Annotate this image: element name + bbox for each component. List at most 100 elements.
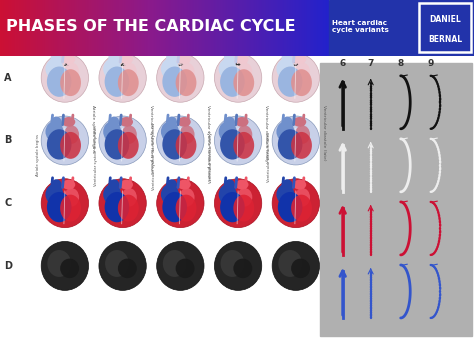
Bar: [285, 0, 287, 56]
Bar: [101, 0, 102, 56]
Bar: [209, 0, 210, 56]
Bar: [191, 0, 192, 56]
Bar: [104, 0, 105, 56]
Bar: [186, 0, 187, 56]
Bar: [298, 0, 299, 56]
Bar: [197, 0, 198, 56]
Ellipse shape: [64, 125, 79, 144]
Text: 8: 8: [398, 59, 404, 68]
Ellipse shape: [122, 188, 137, 207]
Bar: [170, 0, 171, 56]
Text: A: A: [4, 73, 12, 83]
Bar: [252, 0, 253, 56]
Ellipse shape: [47, 250, 71, 277]
Ellipse shape: [214, 179, 262, 228]
Bar: [233, 0, 234, 56]
Bar: [273, 0, 274, 56]
Ellipse shape: [46, 121, 64, 142]
Bar: [328, 0, 329, 56]
Bar: [90, 0, 91, 56]
Bar: [159, 0, 160, 56]
Bar: [98, 0, 99, 56]
Bar: [133, 0, 134, 56]
Ellipse shape: [99, 53, 146, 102]
Bar: [310, 0, 311, 56]
Bar: [146, 0, 147, 56]
Bar: [39, 0, 41, 56]
Bar: [169, 0, 170, 56]
Bar: [81, 0, 82, 56]
Bar: [89, 0, 90, 56]
Bar: [180, 0, 181, 56]
Bar: [1, 0, 2, 56]
Bar: [203, 0, 204, 56]
Bar: [66, 0, 67, 56]
Bar: [94, 0, 96, 56]
Bar: [164, 0, 166, 56]
Bar: [9, 0, 10, 56]
Bar: [239, 0, 240, 56]
Bar: [153, 0, 154, 56]
Ellipse shape: [177, 54, 191, 64]
Text: 5: 5: [293, 59, 299, 68]
Bar: [245, 0, 246, 56]
Bar: [83, 0, 84, 56]
Bar: [296, 0, 298, 56]
Text: 3: 3: [177, 59, 183, 68]
Bar: [24, 0, 25, 56]
Ellipse shape: [47, 67, 72, 97]
Bar: [225, 0, 226, 56]
Bar: [168, 0, 169, 56]
Ellipse shape: [224, 54, 235, 65]
Bar: [108, 0, 109, 56]
Bar: [75, 0, 76, 56]
Bar: [325, 0, 326, 56]
Bar: [87, 0, 88, 56]
Ellipse shape: [276, 184, 294, 205]
Bar: [0, 0, 1, 56]
Bar: [46, 0, 47, 56]
Bar: [150, 0, 152, 56]
Ellipse shape: [118, 132, 139, 159]
Bar: [35, 0, 36, 56]
Bar: [34, 0, 35, 56]
Bar: [264, 0, 266, 56]
Text: Ventricular diastole (early): Ventricular diastole (early): [210, 131, 213, 183]
Bar: [274, 0, 275, 56]
Ellipse shape: [233, 259, 252, 278]
Bar: [182, 0, 183, 56]
Bar: [212, 0, 213, 56]
Bar: [195, 0, 197, 56]
Bar: [78, 0, 79, 56]
Bar: [56, 0, 57, 56]
Ellipse shape: [60, 69, 81, 96]
Ellipse shape: [157, 179, 204, 228]
Bar: [96, 0, 97, 56]
Ellipse shape: [105, 250, 129, 277]
Bar: [88, 0, 89, 56]
Text: 7: 7: [367, 59, 374, 68]
Text: 6: 6: [339, 59, 346, 68]
Bar: [136, 0, 137, 56]
Text: BERNAL: BERNAL: [428, 34, 462, 44]
Ellipse shape: [161, 184, 179, 205]
Bar: [79, 0, 80, 56]
Text: Ventricular systole (second phase): Ventricular systole (second phase): [152, 122, 156, 190]
Bar: [14, 0, 15, 56]
Text: Heart cardiac
cycle variants: Heart cardiac cycle variants: [332, 20, 389, 33]
Bar: [322, 0, 323, 56]
Ellipse shape: [60, 259, 79, 278]
Bar: [73, 0, 75, 56]
Bar: [43, 0, 44, 56]
Bar: [23, 0, 24, 56]
Bar: [176, 0, 177, 56]
Ellipse shape: [295, 188, 310, 207]
Ellipse shape: [62, 180, 75, 190]
Bar: [254, 0, 255, 56]
Ellipse shape: [103, 59, 121, 79]
Bar: [201, 0, 202, 56]
Ellipse shape: [177, 180, 191, 190]
Ellipse shape: [224, 179, 235, 190]
Bar: [293, 0, 294, 56]
Bar: [112, 0, 113, 56]
